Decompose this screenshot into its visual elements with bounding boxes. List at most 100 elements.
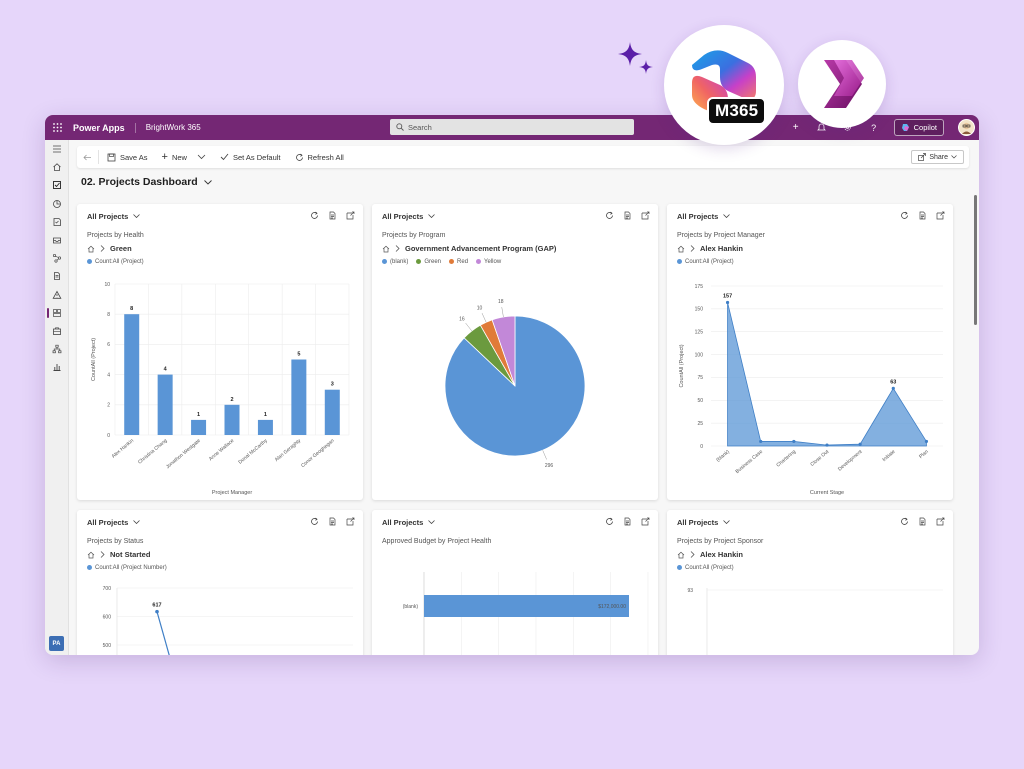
nav-briefcase-icon[interactable] [45, 322, 68, 340]
app-launcher-icon[interactable] [45, 115, 69, 140]
y-tick-label: 175 [695, 284, 704, 290]
bar[interactable] [324, 389, 340, 435]
copilot-button[interactable]: Copilot [893, 119, 944, 136]
drill-down-breadcrumb[interactable]: Not Started [83, 548, 357, 561]
back-arrow-icon[interactable] [77, 150, 99, 164]
bar[interactable] [191, 419, 207, 435]
share-button[interactable]: Share [911, 150, 964, 164]
left-navigation: PA [45, 140, 69, 655]
bar[interactable] [124, 314, 140, 435]
bar[interactable] [291, 359, 307, 436]
search-box[interactable]: Search [390, 119, 634, 135]
add-icon[interactable]: + [792, 122, 799, 133]
view-selector[interactable]: All Projects [372, 204, 658, 228]
refresh-icon[interactable] [899, 516, 909, 526]
expand-chart-icon[interactable] [345, 210, 355, 220]
nav-home-icon[interactable] [45, 158, 68, 176]
legend-item[interactable]: Red [449, 259, 468, 265]
x-tick-label: Conor Geoghegan [300, 438, 336, 469]
refresh-icon[interactable] [899, 210, 909, 220]
refresh-all-button[interactable]: Refresh All [295, 153, 344, 162]
home-icon[interactable] [382, 245, 390, 253]
data-point[interactable] [759, 439, 763, 444]
expand-chart-icon[interactable] [345, 516, 355, 526]
view-records-icon[interactable] [622, 516, 632, 526]
view-records-icon[interactable] [917, 210, 927, 220]
data-point[interactable] [924, 439, 929, 444]
data-point[interactable] [825, 443, 829, 447]
save-as-button[interactable]: Save As [107, 153, 148, 162]
area-series[interactable] [727, 302, 927, 447]
legend-item[interactable]: (blank) [382, 259, 408, 265]
expand-chart-icon[interactable] [935, 210, 945, 220]
legend-item[interactable]: Count:All (Project) [677, 259, 734, 265]
drill-down-breadcrumb[interactable]: Alex Hankin [673, 242, 947, 255]
chart-title: Projects by Program [382, 232, 446, 239]
view-records-icon[interactable] [327, 516, 337, 526]
nav-checklist-icon[interactable] [45, 213, 68, 231]
data-point[interactable] [725, 300, 730, 305]
chevron-down-icon[interactable] [197, 154, 206, 160]
view-selector[interactable]: All Projects [77, 204, 363, 228]
drill-down-breadcrumb[interactable]: Green [83, 242, 357, 255]
home-icon[interactable] [87, 245, 95, 253]
view-records-icon[interactable] [327, 210, 337, 220]
avatar[interactable] [958, 119, 975, 136]
legend-item[interactable]: Count:All (Project Number) [87, 565, 167, 571]
new-button[interactable]: + New [162, 151, 206, 163]
home-icon[interactable] [677, 245, 685, 253]
help-icon[interactable]: ? [871, 122, 877, 133]
view-selector[interactable]: All Projects [667, 510, 953, 534]
drill-down-breadcrumb[interactable]: Government Advancement Program (GAP) [378, 242, 652, 255]
nav-bar-chart-icon[interactable] [45, 358, 68, 376]
x-tick-label: (blank) [715, 449, 731, 464]
data-point[interactable] [891, 386, 895, 390]
page-title[interactable]: 02. Projects Dashboard [81, 176, 212, 188]
legend-item[interactable]: Count:All (Project) [87, 259, 144, 265]
app-name[interactable]: Power Apps [73, 122, 136, 133]
refresh-icon[interactable] [309, 210, 319, 220]
view-selector[interactable]: All Projects [372, 510, 658, 534]
view-selector[interactable]: All Projects [667, 204, 953, 228]
view-records-icon[interactable] [622, 210, 632, 220]
bar[interactable] [257, 419, 273, 435]
expand-chart-icon[interactable] [640, 516, 650, 526]
power-apps-icon [824, 60, 864, 108]
scrollbar[interactable] [974, 195, 977, 325]
refresh-icon[interactable] [309, 516, 319, 526]
legend-item[interactable]: Count:All (Project) [677, 565, 734, 571]
refresh-icon[interactable] [604, 210, 614, 220]
expand-chart-icon[interactable] [935, 516, 945, 526]
user-initials-chip[interactable]: PA [49, 636, 64, 651]
legend-item[interactable]: Yellow [476, 259, 501, 265]
legend-item[interactable]: Green [416, 259, 441, 265]
refresh-icon[interactable] [604, 516, 614, 526]
drill-down-breadcrumb[interactable]: Alex Hankin [673, 548, 947, 561]
bar[interactable] [157, 374, 173, 435]
bar[interactable] [224, 404, 240, 435]
legend-label: Count:All (Project) [685, 259, 734, 266]
view-selector[interactable]: All Projects [77, 510, 363, 534]
data-point[interactable] [155, 609, 159, 614]
expand-chart-icon[interactable] [640, 210, 650, 220]
bar[interactable] [424, 595, 629, 617]
home-icon[interactable] [87, 551, 95, 559]
view-records-icon[interactable] [917, 516, 927, 526]
data-point[interactable] [792, 439, 796, 444]
environment-name[interactable]: BrightWork 365 [145, 123, 201, 132]
nav-document-icon[interactable] [45, 267, 68, 285]
nav-hierarchy-icon[interactable] [45, 249, 68, 267]
data-point[interactable] [858, 442, 862, 446]
data-label: 1 [264, 412, 267, 418]
nav-pie-icon[interactable] [45, 195, 68, 213]
notification-icon[interactable] [816, 122, 828, 134]
set-as-default-button[interactable]: Set As Default [220, 153, 281, 162]
nav-org-icon[interactable] [45, 340, 68, 358]
nav-dashboard-icon[interactable] [45, 304, 68, 322]
home-icon[interactable] [677, 551, 685, 559]
nav-warning-icon[interactable] [45, 286, 68, 304]
nav-inbox-icon[interactable] [45, 231, 68, 249]
nav-menu-icon[interactable] [45, 140, 68, 158]
nav-tasks-icon[interactable] [45, 176, 68, 194]
line-series[interactable] [156, 611, 179, 655]
